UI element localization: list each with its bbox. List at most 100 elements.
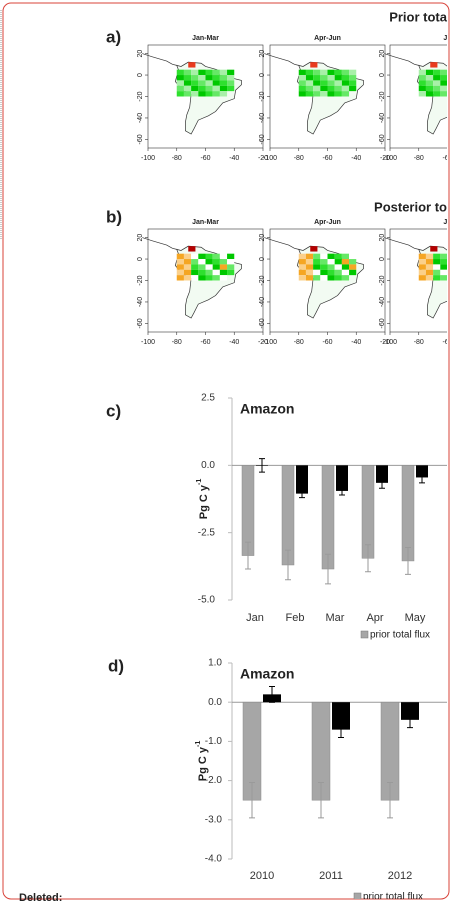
flux-cell <box>430 246 438 252</box>
bar <box>332 702 350 730</box>
flux-cell <box>433 259 441 265</box>
flux-cell <box>298 91 306 97</box>
map-x-tick-label: -100 <box>383 339 397 346</box>
flux-cell <box>176 91 184 97</box>
flux-cell <box>191 85 199 92</box>
bar <box>376 465 388 483</box>
map-y-tick-label: -60 <box>379 318 386 328</box>
flux-cell <box>198 69 206 76</box>
map-x-tick-label: -80 <box>294 155 304 162</box>
y-tick-label: -3.0 <box>205 814 223 825</box>
flux-cell <box>433 269 441 276</box>
map-title: Apr-Jun <box>314 219 341 226</box>
flux-cell <box>341 75 350 81</box>
legend-label: prior total flux <box>370 630 430 641</box>
flux-cell <box>227 80 235 86</box>
flux-cell <box>205 253 213 260</box>
flux-cell <box>205 69 213 76</box>
flux-cell <box>327 253 335 260</box>
flux-cell <box>198 275 206 281</box>
flux-cell <box>334 75 342 81</box>
y-tick-label: 0.0 <box>201 460 215 471</box>
flux-cell <box>198 80 206 86</box>
flux-cell <box>327 275 335 281</box>
flux-cell <box>310 62 318 68</box>
flux-cell <box>298 275 306 281</box>
flux-cell <box>176 253 184 260</box>
flux-cell <box>188 246 196 252</box>
flux-cell <box>425 269 434 276</box>
flux-cell <box>313 264 321 270</box>
flux-cell <box>349 269 357 276</box>
flux-cell <box>448 264 454 269</box>
flux-cell <box>298 259 306 265</box>
flux-cell <box>219 75 228 81</box>
flux-cell <box>191 75 199 81</box>
flux-cell <box>448 275 454 280</box>
error-bar <box>405 546 411 575</box>
central-america <box>142 53 177 66</box>
x-tick-label: 2012 <box>388 870 412 882</box>
flux-cell <box>433 69 441 76</box>
flux-cell <box>349 259 357 265</box>
bar <box>321 465 335 570</box>
y-axis-label-text: Pg C y <box>197 746 209 781</box>
flux-cell <box>418 91 426 97</box>
flux-cell <box>227 75 235 81</box>
flux-cell <box>418 253 426 260</box>
map-y-tick-label: -40 <box>379 297 386 307</box>
flux-cell <box>349 264 357 270</box>
y-tick-label: -2.0 <box>205 775 223 786</box>
flux-cell <box>440 75 447 81</box>
flux-cell <box>176 259 184 265</box>
x-tick-label: Jan <box>246 612 264 624</box>
flux-cell <box>205 80 213 86</box>
error-bar <box>285 549 291 581</box>
flux-cell <box>191 80 199 86</box>
flux-cell <box>198 259 206 265</box>
map <box>142 228 264 333</box>
flux-cell <box>183 275 192 281</box>
flux-cell <box>191 264 199 270</box>
flux-cell <box>176 69 184 76</box>
flux-cell <box>341 85 350 92</box>
flux-cell <box>313 253 321 260</box>
flux-cell <box>219 264 228 270</box>
flux-cell <box>191 253 199 260</box>
flux-cell <box>305 85 314 92</box>
y-tick-label: -4.0 <box>205 854 223 865</box>
map-title: Ju <box>443 35 451 42</box>
flux-cell <box>334 259 342 265</box>
flux-cell <box>191 259 199 265</box>
flux-cell <box>327 75 335 81</box>
flux-cell <box>341 269 350 276</box>
flux-cell <box>191 275 199 281</box>
flux-cell <box>305 80 314 86</box>
flux-cell <box>349 75 357 81</box>
x-tick-label: 2011 <box>319 870 343 882</box>
flux-cell <box>205 269 213 276</box>
panel-label: b) <box>106 207 122 226</box>
legend-label: prior total flux <box>363 892 423 903</box>
map-x-tick-label: -40 <box>229 155 239 162</box>
legend-swatch <box>360 630 369 639</box>
flux-cell <box>183 75 192 81</box>
flux-cell <box>327 269 335 276</box>
flux-cell <box>305 269 314 276</box>
flux-cell <box>227 259 235 265</box>
flux-cell <box>341 91 350 97</box>
flux-cell <box>349 69 357 76</box>
y-axis-label-sup: -1 <box>196 479 203 485</box>
flux-cell <box>183 85 192 92</box>
flux-cell <box>219 259 228 265</box>
flux-cell <box>425 275 434 281</box>
flux-cell <box>212 269 220 276</box>
map-x-tick-label: -100 <box>141 155 155 162</box>
flux-cell <box>334 85 342 92</box>
error-bar <box>338 721 344 738</box>
flux-cell <box>440 91 447 97</box>
flux-cell <box>212 69 220 76</box>
y-tick-label: -2.5 <box>198 527 216 538</box>
flux-cell <box>320 264 328 270</box>
map-x-tick-label: -100 <box>263 339 277 346</box>
